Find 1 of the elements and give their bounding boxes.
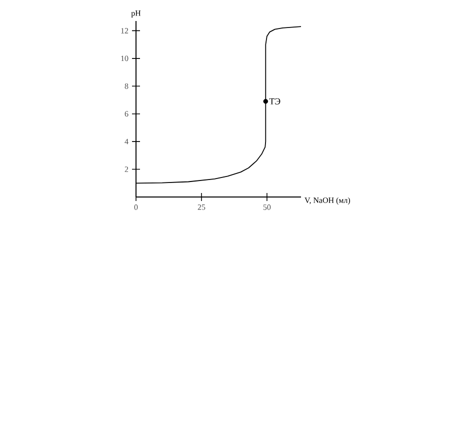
annotation: ТЭ [269, 98, 280, 104]
